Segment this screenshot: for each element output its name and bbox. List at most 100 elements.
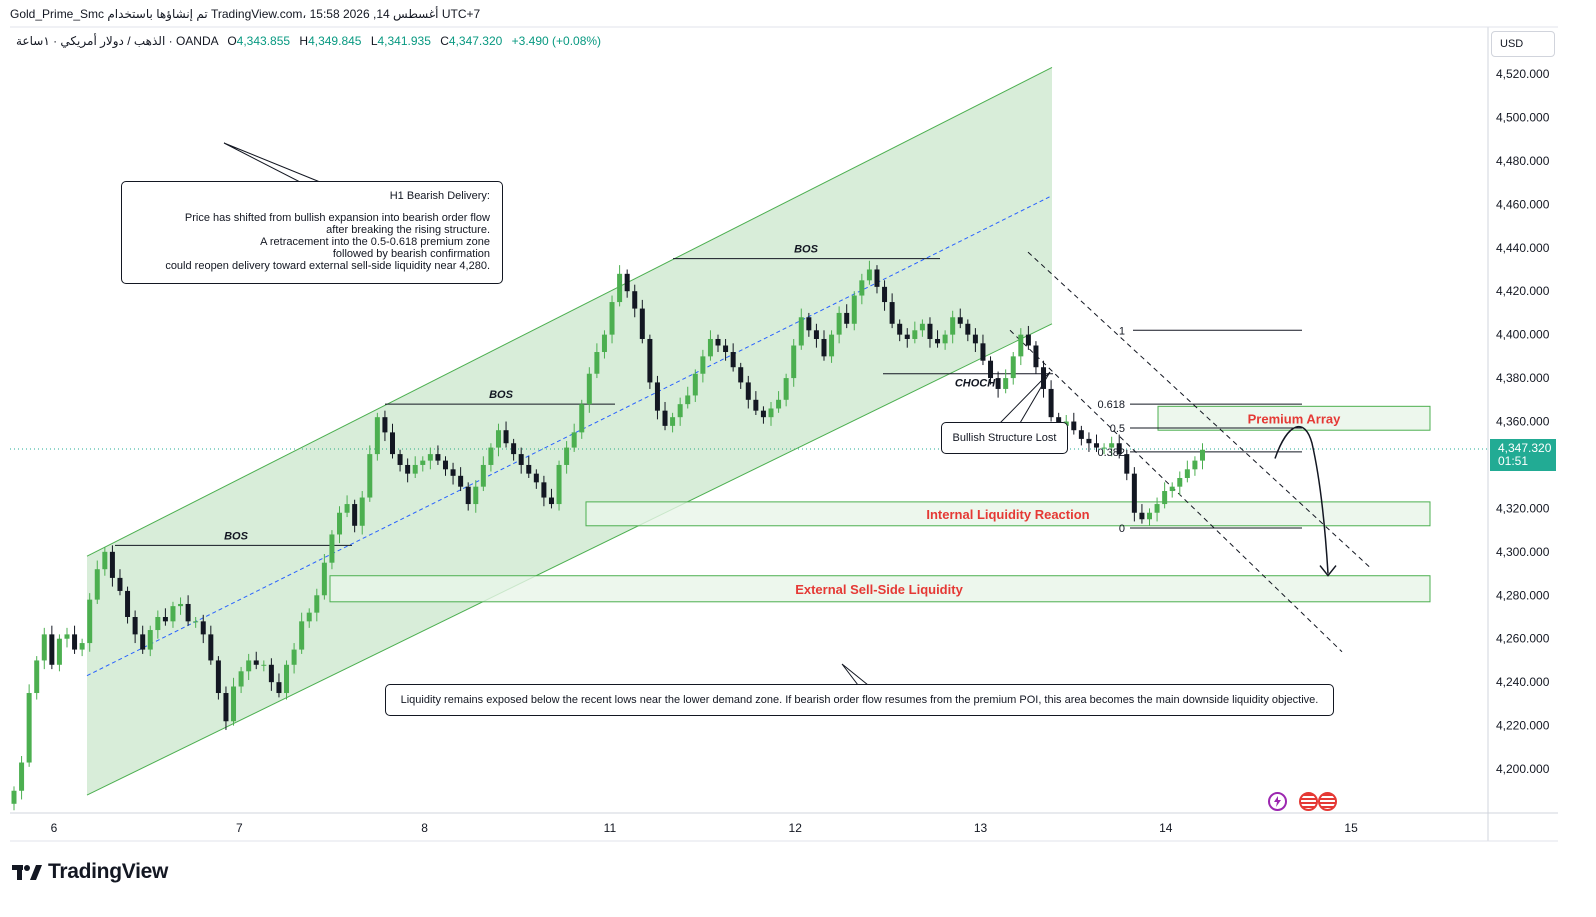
candle-body (594, 352, 600, 374)
candle-body (352, 504, 358, 526)
candle-body (791, 345, 797, 379)
open-value: 4,343.855 (236, 34, 291, 48)
price-tick-label: 4,460.000 (1496, 197, 1550, 211)
structure-lines[interactable] (115, 142, 1373, 686)
candle-body (132, 617, 138, 635)
bullish-structure-lost-note[interactable]: Bullish Structure Lost (941, 422, 1068, 454)
lightning-event-icon[interactable] (1268, 792, 1287, 811)
liquidity-note[interactable]: Liquidity remains exposed below the rece… (385, 684, 1334, 716)
candle-body (707, 338, 713, 357)
candle-body (72, 634, 78, 650)
bos-label: BOS (489, 389, 514, 401)
candle-body (253, 660, 259, 665)
us-flag-event-icon-2[interactable] (1318, 792, 1337, 811)
candle-body (745, 382, 751, 400)
candle-body (715, 338, 721, 346)
candle-body (473, 486, 479, 505)
candle-body (1094, 443, 1100, 448)
currency-button[interactable]: USD (1491, 31, 1555, 57)
candle-body (647, 338, 653, 383)
price-tick-label: 4,380.000 (1496, 371, 1550, 385)
close-label: C (440, 34, 449, 48)
candle-body (897, 323, 903, 335)
candle-body (19, 762, 25, 791)
bar-countdown: 01:51 (1498, 454, 1529, 468)
chart-labels: BOS BOS BOS CHOCH 1 0.618 0.5 0.382 0 Premium Arr… (224, 244, 1341, 597)
candle-body (1078, 430, 1084, 439)
candle-body (87, 599, 93, 644)
liquidity-zones[interactable] (329, 405, 1431, 603)
candle-body (367, 454, 373, 498)
ascending-channel[interactable] (86, 67, 1053, 796)
candle-body (238, 671, 244, 687)
candle-body (178, 603, 184, 607)
price-tick-label: 4,500.000 (1496, 110, 1550, 124)
candle-body (405, 464, 411, 474)
candle-body (904, 334, 910, 339)
candle-body (1056, 417, 1062, 426)
note-line: after breaking the rising structure. (326, 224, 490, 236)
time-tick-label: 13 (974, 821, 988, 835)
candle-body (1071, 421, 1077, 431)
candle-body (284, 664, 290, 694)
candle-body (200, 621, 206, 635)
candle-body (579, 404, 585, 433)
time-tick-label: 7 (236, 821, 243, 835)
candle-body (450, 469, 456, 476)
candle-body (1162, 491, 1168, 505)
candle-body (117, 577, 123, 591)
candle-body (836, 312, 842, 335)
candle-body (541, 482, 547, 498)
candle-body (511, 443, 517, 455)
last-price-badge: 4,347.320 01:51 (1490, 439, 1556, 471)
candle-body (829, 334, 835, 357)
zone-3 (329, 575, 1431, 603)
candle-body (79, 643, 85, 650)
candle-body (995, 378, 1001, 389)
us-flag-event-icon[interactable] (1299, 792, 1318, 811)
price-tick-label: 4,300.000 (1496, 545, 1550, 559)
time-axis[interactable]: 6 7 8 11 12 13 14 15 (51, 821, 1358, 835)
candle-body (1109, 443, 1115, 448)
candle-body (291, 649, 297, 665)
candle-body (692, 373, 698, 396)
candle-body (753, 399, 759, 411)
h1-bearish-delivery-note[interactable]: H1 Bearish Delivery: Price has shifted f… (121, 181, 503, 284)
time-tick-label: 15 (1344, 821, 1358, 835)
candle-body (632, 291, 638, 309)
fib-level-label: 1 (1119, 325, 1125, 337)
tradingview-logo[interactable]: TradingView (12, 860, 168, 884)
candle-body (147, 630, 153, 650)
candle-body (768, 408, 774, 418)
candle-body (919, 323, 925, 331)
candle-body (548, 497, 554, 505)
time-tick-label: 8 (421, 821, 428, 835)
candle-body (813, 330, 819, 339)
candle-body (685, 395, 691, 405)
candle-body (1116, 443, 1122, 455)
candle-body (738, 367, 744, 383)
price-tick-label: 4,420.000 (1496, 284, 1550, 298)
price-axis[interactable]: 4,520.000 4,500.000 4,480.000 4,460.000 4,44… (1496, 67, 1550, 776)
price-tick-label: 4,220.000 (1496, 719, 1550, 733)
descending-lower-line (1009, 329, 1343, 653)
price-tick-label: 4,360.000 (1496, 415, 1550, 429)
candle-body (1192, 460, 1198, 470)
time-tick-label: 12 (789, 821, 803, 835)
bos-label: BOS (224, 530, 249, 542)
candle-body (231, 686, 237, 722)
candle-body (821, 338, 827, 357)
candle-body (94, 569, 100, 600)
candle-body (276, 682, 282, 694)
candlestick-series (11, 260, 1205, 811)
symbol-name[interactable]: الذهب / دولار أمريكي · ١ساعة · OANDA (16, 34, 218, 48)
fib-level-label: 0.618 (1097, 399, 1125, 411)
candle-body (162, 617, 168, 622)
candle-body (359, 497, 365, 526)
candle-body (1048, 388, 1054, 418)
logo-text: TradingView (48, 860, 169, 883)
last-price-value: 4,347.320 (1498, 441, 1552, 455)
liquidity-note-pointer (841, 663, 870, 686)
candle-body (503, 430, 509, 444)
